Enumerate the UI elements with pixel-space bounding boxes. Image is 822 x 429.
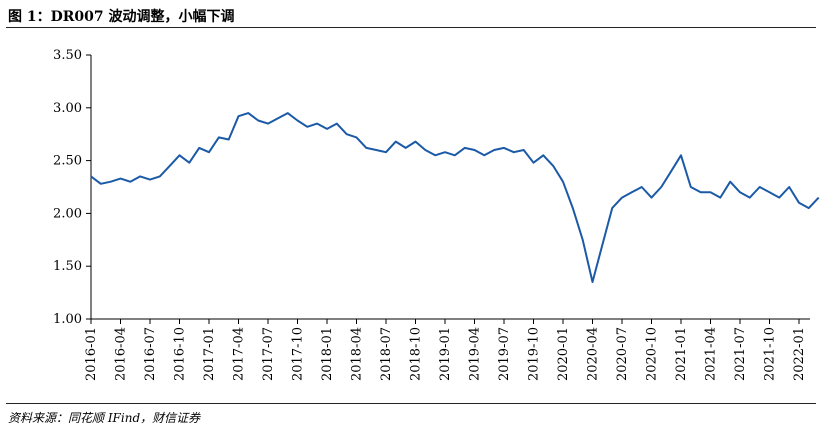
x-tick-label: 2016-10 [173,327,188,381]
x-tick-label: 2020-10 [645,327,660,381]
source-note: 资料来源：同花顺 IFind，财信证券 [8,411,201,425]
x-tick-label: 2018-07 [379,327,394,381]
x-tick-label: 2021-07 [733,327,748,381]
x-tick-label: 2017-07 [261,327,276,381]
x-tick-label: 2021-01 [674,327,689,381]
y-tick-labels: 1.00 1.50 2.00 2.50 3.00 3.50 [53,48,82,327]
y-tick-label: 3.50 [53,48,82,63]
chart-axes [86,54,810,324]
x-tick-label: 2022-01 [792,327,807,381]
top-rule [6,27,816,28]
series-line [90,112,820,283]
bottom-rule [6,403,816,404]
y-tick-label: 1.00 [53,312,82,327]
x-tick-label: 2019-04 [468,327,483,381]
x-tick-label: 2019-07 [497,327,512,381]
x-tick-label: 2019-10 [527,327,542,381]
x-tick-label: 2017-01 [202,327,217,381]
x-tick-label: 2021-10 [763,327,778,381]
x-tick-label: 2016-01 [84,327,99,381]
y-tick-label: 2.00 [53,206,82,221]
x-tick-label: 2017-04 [232,327,247,381]
x-tick-label: 2018-10 [409,327,424,381]
y-tick-label: 1.50 [53,259,82,274]
x-tick-label: 2018-04 [350,327,365,381]
x-tick-label: 2018-01 [320,327,335,381]
x-tick-label: 2016-07 [143,327,158,381]
x-tick-label: 2020-01 [556,327,571,381]
x-tick-label: 2021-04 [704,327,719,381]
x-tick-label: 2017-10 [291,327,306,381]
y-tick-label: 2.50 [53,154,82,169]
y-tick-label: 3.00 [53,101,82,116]
chart-title: 图 1：DR007 波动调整，小幅下调 [8,9,235,25]
x-tick-label: 2016-04 [114,327,129,381]
x-tick-label: 2019-01 [438,327,453,381]
x-tick-label: 2020-04 [586,327,601,381]
x-tick-label: 2020-07 [615,327,630,381]
x-tick-labels: 2016-01 2016-04 2016-07 2016-10 2017-01 2017-… [84,327,807,381]
